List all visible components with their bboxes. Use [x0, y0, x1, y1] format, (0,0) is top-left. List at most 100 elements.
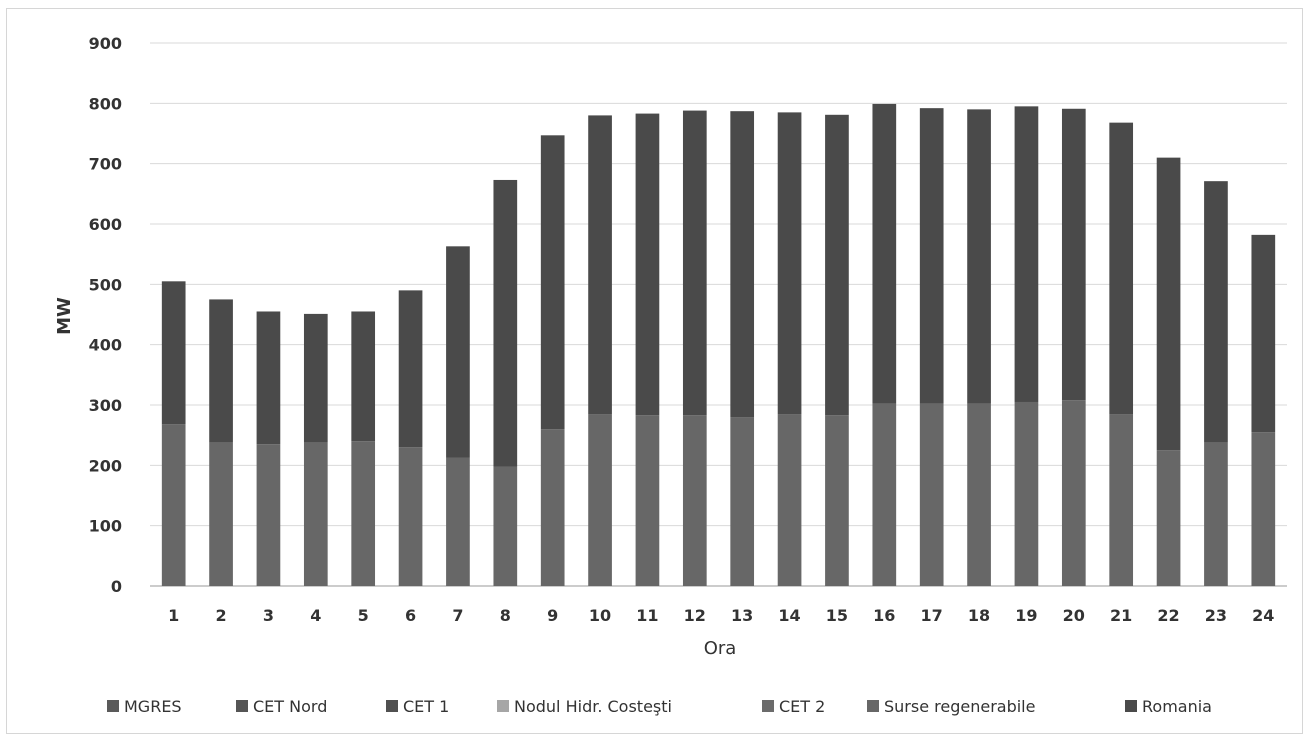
bar-segment	[1251, 234, 1276, 433]
y-tick-label: 700	[89, 155, 122, 174]
legend-swatch	[107, 700, 119, 712]
legend-swatch	[497, 700, 509, 712]
bar-segment	[1251, 432, 1276, 586]
bar-segment	[777, 414, 802, 586]
bar-segment	[588, 115, 612, 415]
bar-segment	[256, 444, 281, 586]
bar-segment	[635, 113, 660, 416]
legend: MGRES CET Nord CET 1 Nodul Hidr. Costeşti CE…	[107, 697, 1212, 716]
x-tick-label: 13	[731, 606, 753, 625]
bar-segment	[1014, 106, 1039, 402]
y-tick-label: 500	[89, 275, 122, 294]
bar-segment	[493, 179, 518, 467]
bar-segment	[825, 415, 849, 586]
bar-segment	[919, 108, 944, 404]
bar-segment	[682, 415, 707, 586]
y-tick-label: 100	[89, 517, 122, 536]
bar-segment	[967, 109, 991, 404]
bar-segment	[398, 290, 423, 448]
x-tick-label: 14	[778, 606, 800, 625]
x-tick-label: 22	[1157, 606, 1179, 625]
bar-segment	[303, 442, 328, 586]
y-tick-label: 800	[89, 94, 122, 113]
x-tick-label: 3	[263, 606, 274, 625]
y-tick-label: 400	[89, 336, 122, 355]
legend-label: CET 1	[403, 697, 449, 716]
bar-segment	[351, 441, 376, 586]
bar-segment	[540, 429, 565, 586]
bar-segment	[446, 457, 470, 586]
bar-segment	[398, 447, 423, 586]
legend-swatch	[236, 700, 248, 712]
bar-segment	[588, 414, 612, 586]
bar-segment	[872, 103, 897, 404]
bar-segment	[777, 112, 802, 415]
gridlines	[150, 42, 1287, 587]
bar-segment	[493, 466, 518, 586]
bar-segment	[1109, 414, 1134, 586]
bar-segment	[1061, 108, 1086, 401]
legend-label: Nodul Hidr. Costeşti	[514, 697, 672, 716]
bar-segment	[1204, 442, 1228, 586]
legend-swatch	[762, 700, 774, 712]
x-tick-label: 24	[1252, 606, 1274, 625]
x-tick-label: 5	[358, 606, 369, 625]
x-tick-label: 21	[1110, 606, 1132, 625]
bar-segment	[1204, 181, 1228, 443]
x-tick-label: 9	[547, 606, 558, 625]
bar-segment	[919, 403, 944, 586]
bar-segment	[1156, 157, 1181, 451]
bar-segment	[209, 299, 233, 443]
bar-segment	[1014, 401, 1039, 586]
bar-segment	[540, 135, 565, 430]
x-tick-label: 18	[968, 606, 990, 625]
x-axis-ticks: 1 2 3 4 5 6 7 8 9 10 11 12 13 14 15 16 17 18 19 20 21 22 23 24	[168, 606, 1274, 625]
x-tick-label: 10	[589, 606, 611, 625]
x-tick-label: 17	[921, 606, 943, 625]
legend-label: MGRES	[124, 697, 182, 716]
y-tick-label: 600	[89, 215, 122, 234]
bar-segment	[967, 403, 991, 586]
bar-segment	[730, 111, 755, 418]
y-tick-label: 300	[89, 396, 122, 415]
legend-label: Surse regenerabile	[884, 697, 1035, 716]
bar-segment	[1109, 122, 1134, 415]
bar-segment	[730, 417, 755, 586]
y-axis-label: MW	[54, 297, 75, 335]
x-tick-label: 23	[1205, 606, 1227, 625]
x-tick-label: 15	[826, 606, 848, 625]
bar-segment	[1156, 450, 1181, 586]
x-tick-label: 12	[684, 606, 706, 625]
y-tick-label: 900	[89, 34, 122, 53]
legend-label: CET 2	[779, 697, 825, 716]
y-tick-label: 200	[89, 456, 122, 475]
x-tick-label: 7	[452, 606, 463, 625]
bar-segment	[351, 311, 376, 442]
y-tick-label: 0	[111, 577, 122, 596]
x-tick-label: 16	[873, 606, 895, 625]
bar-segment	[161, 281, 186, 425]
x-tick-label: 20	[1063, 606, 1085, 625]
bar-segment	[209, 442, 233, 586]
bar-segment	[825, 114, 849, 416]
x-tick-label: 11	[636, 606, 658, 625]
legend-label: Romania	[1142, 697, 1212, 716]
legend-swatch	[386, 700, 398, 712]
bar-segment	[446, 246, 470, 458]
bar-segment	[635, 415, 660, 586]
x-tick-label: 8	[500, 606, 511, 625]
bar-segment	[682, 110, 707, 416]
x-tick-label: 6	[405, 606, 416, 625]
x-tick-label: 19	[1015, 606, 1037, 625]
x-tick-label: 1	[168, 606, 179, 625]
bar-segment	[1061, 400, 1086, 586]
x-tick-label: 2	[215, 606, 226, 625]
bar-segment	[161, 424, 186, 586]
bar-segment	[303, 313, 328, 443]
x-tick-label: 4	[310, 606, 321, 625]
x-axis-label: Ora	[704, 638, 737, 659]
bar-segment	[256, 311, 281, 445]
legend-label: CET Nord	[253, 697, 327, 716]
y-axis-ticks: 0 100 200 300 400 500 600 700 800 900	[89, 34, 122, 596]
